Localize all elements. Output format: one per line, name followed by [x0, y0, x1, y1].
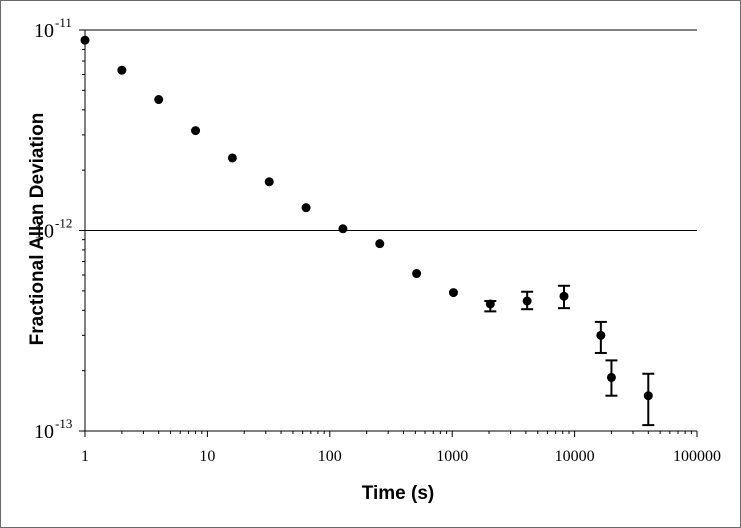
- data-point: [485, 299, 495, 309]
- data-point: [338, 224, 348, 234]
- data-point: [80, 35, 90, 45]
- x-tick-label: 10000: [555, 448, 595, 465]
- x-tick-label: 1000: [436, 448, 468, 465]
- data-point: [522, 296, 532, 306]
- y-tick-exponent: -11: [55, 15, 72, 30]
- data-point: [154, 95, 164, 105]
- data-point: [227, 153, 237, 163]
- data-point: [606, 372, 616, 382]
- y-tick-exponent: -12: [55, 216, 72, 231]
- x-tick-labels: 1 10 100 1000 10000 100000: [81, 448, 721, 465]
- data-point: [301, 203, 311, 213]
- data-point: [191, 126, 201, 136]
- y-tick-label: 10 -13: [34, 416, 72, 443]
- grid-lines: [85, 29, 697, 231]
- data-point: [596, 330, 606, 340]
- data-point: [412, 269, 422, 279]
- data-point: [448, 288, 458, 298]
- y-tick-base: 10: [34, 20, 54, 42]
- data-points: [80, 35, 655, 427]
- y-tick-label: 10 -11: [34, 15, 72, 42]
- x-tick-label: 1: [81, 448, 89, 465]
- data-point: [559, 291, 569, 301]
- data-point: [117, 65, 127, 75]
- data-point: [264, 177, 274, 187]
- y-tick-base: 10: [34, 221, 54, 243]
- y-tick-exponent: -13: [55, 416, 72, 431]
- x-tick-label: 100000: [673, 448, 721, 465]
- x-tick-label: 10: [199, 448, 215, 465]
- y-tick-base: 10: [34, 421, 54, 443]
- y-axis-title: Fractional Allan Deviation: [27, 113, 48, 346]
- x-axis-title: Time (s): [362, 483, 435, 504]
- data-point: [643, 391, 653, 401]
- axes: [79, 29, 698, 437]
- x-tick-label: 100: [318, 448, 342, 465]
- y-tick-label: 10 -12: [34, 216, 72, 243]
- data-point: [375, 239, 385, 249]
